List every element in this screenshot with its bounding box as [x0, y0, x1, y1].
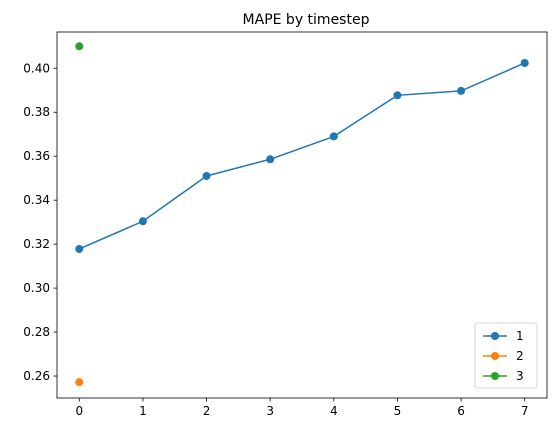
- y-tick-label: 0.28: [23, 325, 50, 339]
- data-point: [266, 155, 275, 164]
- x-tick-label: 3: [266, 404, 274, 418]
- x-tick-label: 7: [521, 404, 529, 418]
- x-tick-label: 0: [75, 404, 83, 418]
- x-tick-label: 6: [457, 404, 465, 418]
- plot-area: [75, 42, 529, 387]
- legend-label: 2: [516, 349, 524, 363]
- x-tick-label: 2: [203, 404, 211, 418]
- data-point: [138, 217, 147, 226]
- x-tick-label: 1: [139, 404, 147, 418]
- y-tick-label: 0.32: [23, 237, 50, 251]
- legend-marker: [491, 372, 499, 380]
- data-point: [75, 42, 84, 51]
- series-1: [75, 58, 529, 253]
- data-point: [329, 132, 338, 141]
- axes: 0 1 2 3 4 5 6 7 0.26 0.28 0.30 0.32 0.34 0.36 0.38 0.40: [23, 31, 548, 418]
- x-tick-label: 4: [330, 404, 338, 418]
- legend-item-3: 3: [483, 369, 524, 383]
- data-point: [75, 244, 84, 253]
- axes-frame: [56, 31, 548, 399]
- series-line-1: [78, 62, 526, 250]
- series-3: [75, 42, 84, 51]
- y-tick-label: 0.38: [23, 105, 50, 119]
- y-tick-label: 0.40: [23, 61, 50, 75]
- y-tick-label: 0.30: [23, 281, 50, 295]
- legend-marker: [491, 332, 499, 340]
- y-tick-label: 0.34: [23, 193, 50, 207]
- y-tick-label: 0.36: [23, 149, 50, 163]
- data-point: [75, 378, 84, 387]
- legend-label: 1: [516, 329, 524, 343]
- x-tick-label: 5: [394, 404, 402, 418]
- legend-item-1: 1: [483, 329, 524, 343]
- data-point: [393, 91, 402, 100]
- data-point: [202, 171, 211, 180]
- y-tick-label: 0.26: [23, 369, 50, 383]
- legend: 1 2 3: [474, 322, 538, 389]
- series-2: [75, 378, 84, 387]
- legend-marker: [491, 352, 499, 360]
- data-point: [457, 86, 466, 95]
- chart-title: MAPE by timestep: [243, 12, 370, 28]
- legend-label: 3: [516, 369, 524, 383]
- legend-item-2: 2: [483, 349, 524, 363]
- data-point: [520, 58, 529, 67]
